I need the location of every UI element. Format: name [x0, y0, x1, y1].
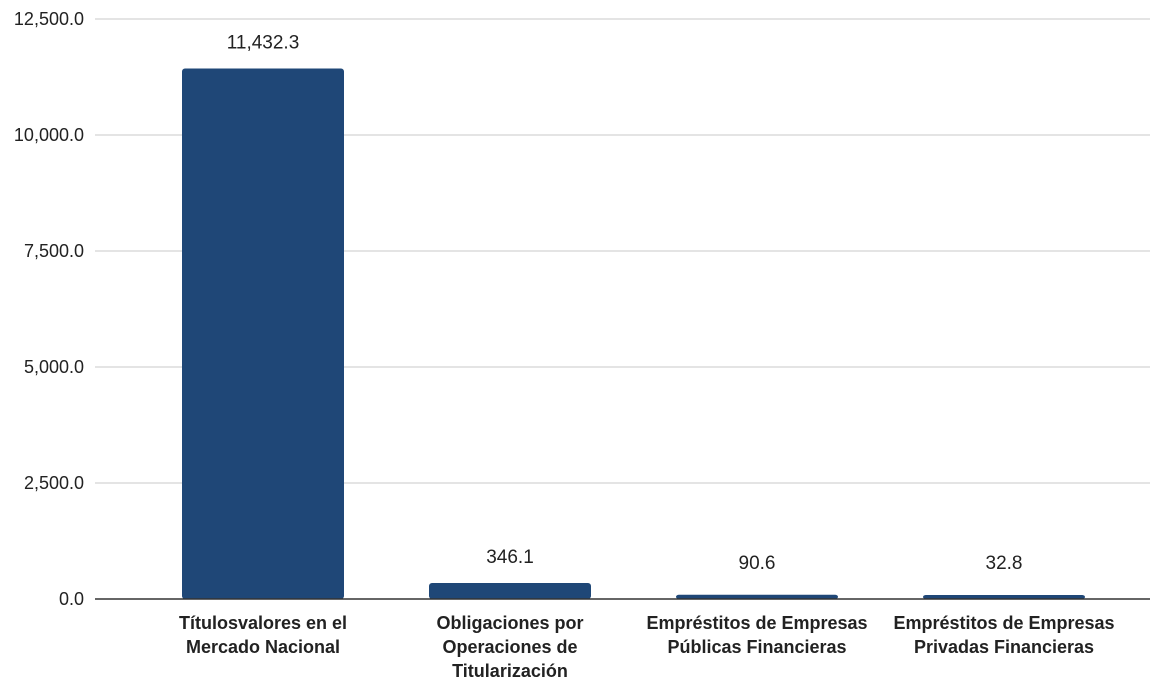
category-label: Títulosvalores en el Mercado Nacional: [179, 613, 347, 657]
category-label-line: Obligaciones por: [436, 613, 583, 633]
y-tick-label: 7,500.0: [24, 241, 84, 261]
data-label: 11,432.3: [227, 33, 300, 54]
bars: [182, 68, 1085, 600]
y-tick-label: 10,000.0: [14, 125, 84, 145]
category-label-line: Privadas Financieras: [914, 637, 1094, 657]
y-tick-label: 0.0: [59, 589, 84, 609]
category-label: Empréstitos de Empresas Públicas Financie…: [646, 613, 867, 657]
bar: [923, 595, 1085, 599]
y-tick-label: 5,000.0: [24, 357, 84, 377]
y-axis-tick-labels: 0.0 2,500.0 5,000.0 7,500.0 10,000.0 12,500.0: [14, 9, 84, 609]
x-axis-category-labels: Títulosvalores en el Mercado Nacional Obli…: [179, 613, 1115, 681]
category-label-line: Empréstitos de Empresas: [646, 613, 867, 633]
data-label: 90.6: [739, 553, 776, 574]
data-label: 346.1: [486, 547, 534, 568]
data-label: 32.8: [986, 553, 1023, 574]
bar: [182, 68, 344, 600]
category-label: Empréstitos de Empresas Privadas Financie…: [893, 613, 1114, 657]
category-label-line: Mercado Nacional: [186, 637, 340, 657]
category-label-line: Titularización: [452, 661, 568, 681]
y-tick-label: 12,500.0: [14, 9, 84, 29]
category-label: Obligaciones por Operaciones de Titulariza…: [436, 613, 583, 681]
category-label-line: Empréstitos de Empresas: [893, 613, 1114, 633]
bar: [429, 582, 591, 599]
category-label-line: Títulosvalores en el: [179, 613, 347, 633]
category-label-line: Públicas Financieras: [667, 637, 846, 657]
bar: [676, 594, 838, 599]
y-tick-label: 2,500.0: [24, 473, 84, 493]
category-label-line: Operaciones de: [442, 637, 577, 657]
data-labels: 11,432.3 346.1 90.6 32.8: [227, 33, 1023, 574]
